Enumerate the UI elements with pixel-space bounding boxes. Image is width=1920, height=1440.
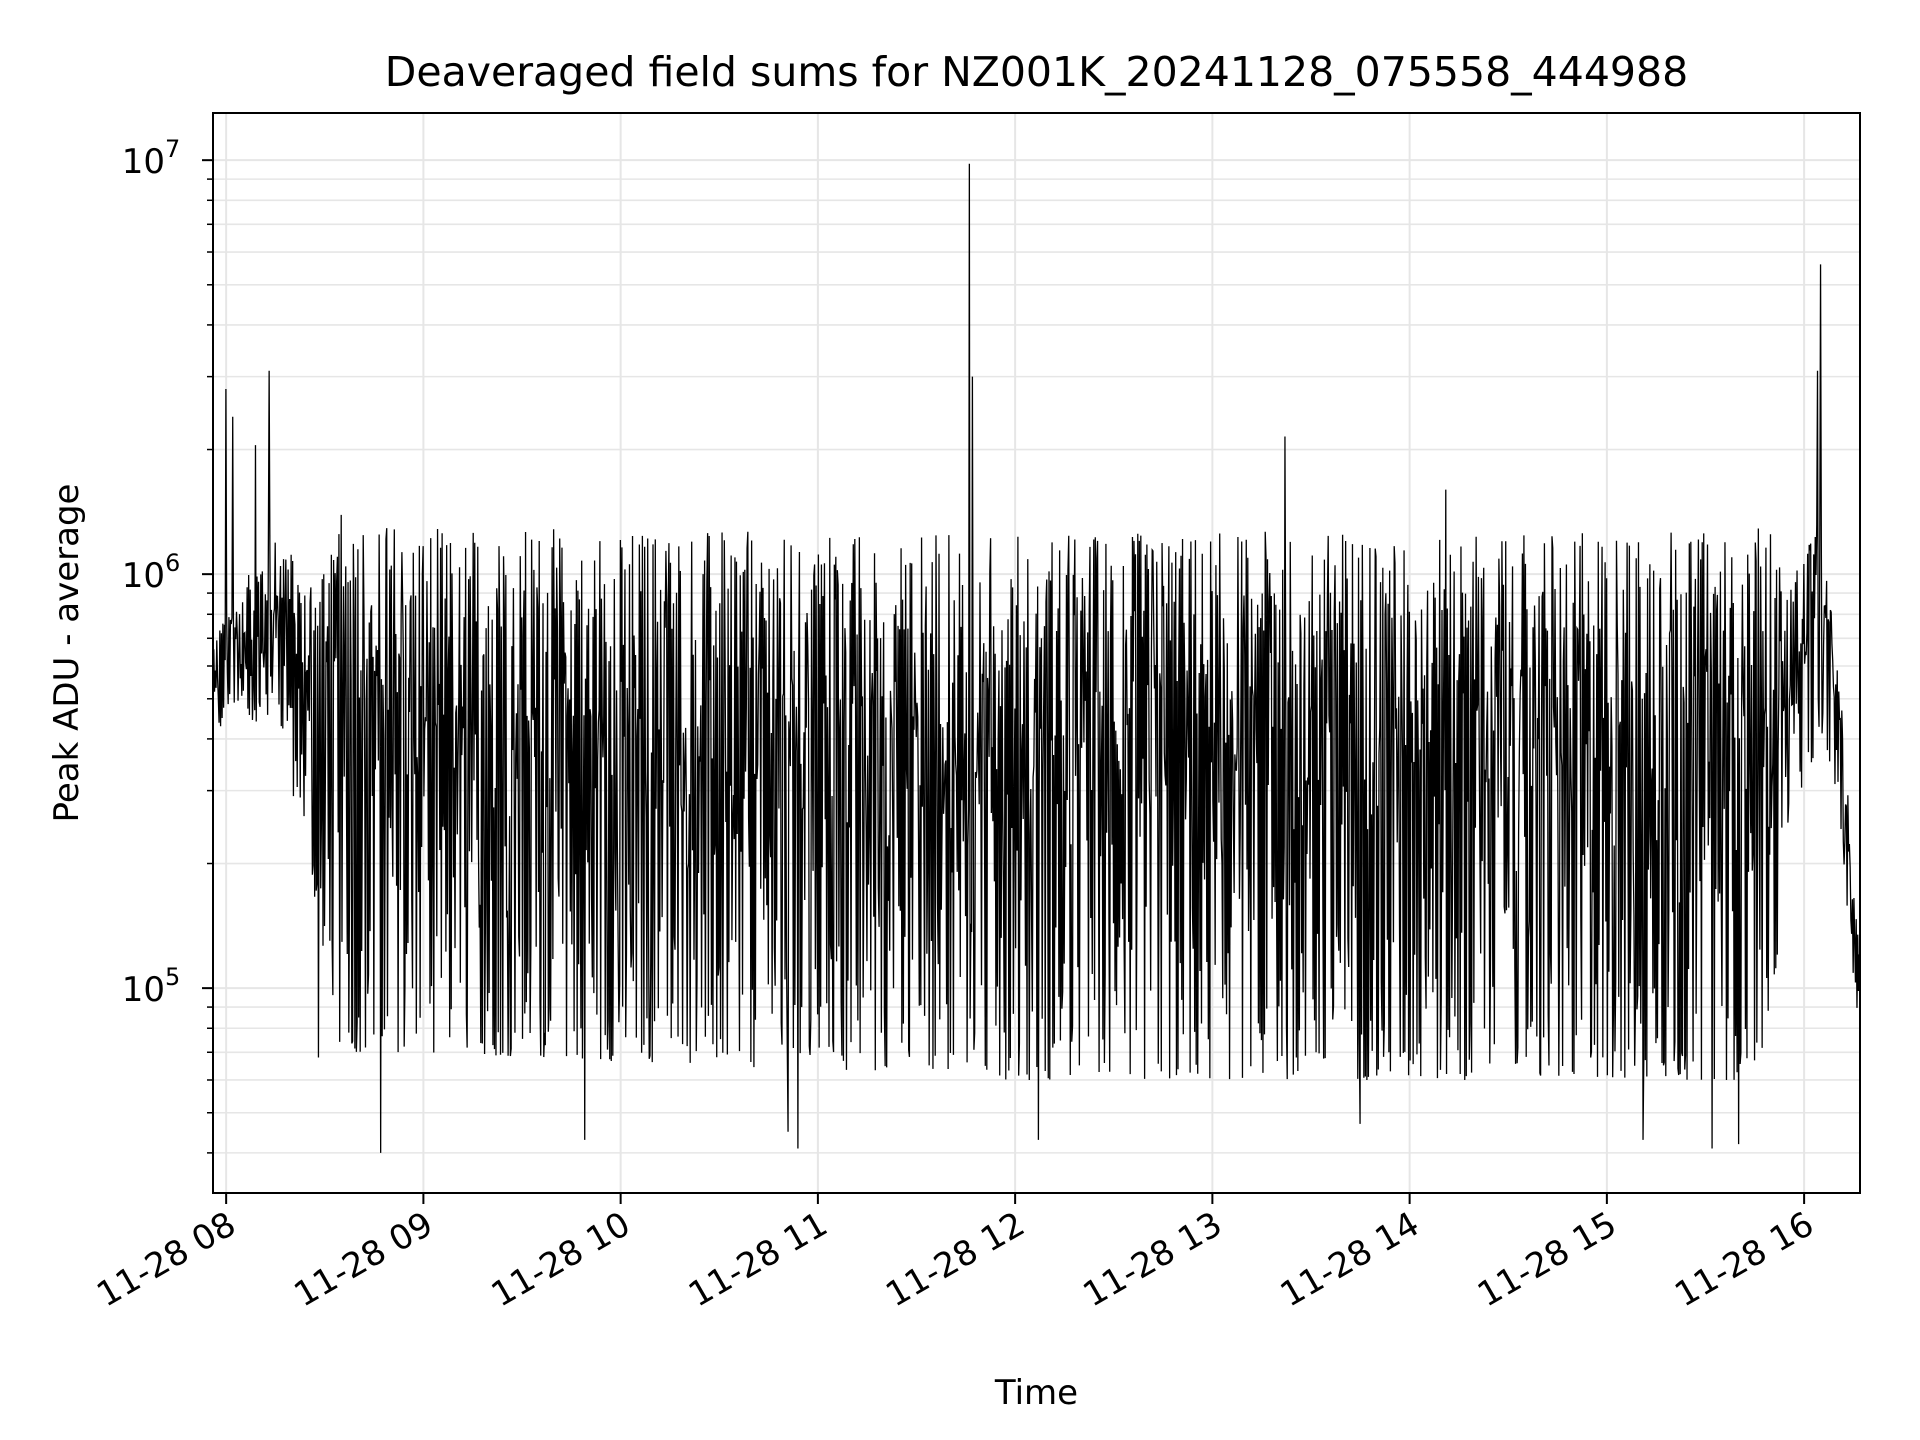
y-tick-exponent: 7 xyxy=(165,135,180,163)
data-series xyxy=(213,163,1860,1153)
series-line xyxy=(213,163,1860,1153)
y-tick-label: 107 xyxy=(122,135,181,182)
y-tick-label: 105 xyxy=(122,963,181,1010)
y-tick-base: 10 xyxy=(122,142,165,182)
y-tick-base: 10 xyxy=(122,556,165,596)
y-tick-exponent: 5 xyxy=(165,963,180,991)
y-tick-base: 10 xyxy=(122,970,165,1010)
plot-frame xyxy=(212,112,1861,1194)
x-axis-label: Time xyxy=(994,1373,1078,1413)
y-tick-label: 106 xyxy=(122,549,181,596)
y-tick-exponent: 6 xyxy=(165,549,180,577)
chart-title: Deaveraged field sums for NZ001K_2024112… xyxy=(385,48,1688,96)
y-axis-label: Peak ADU - average xyxy=(47,484,87,823)
